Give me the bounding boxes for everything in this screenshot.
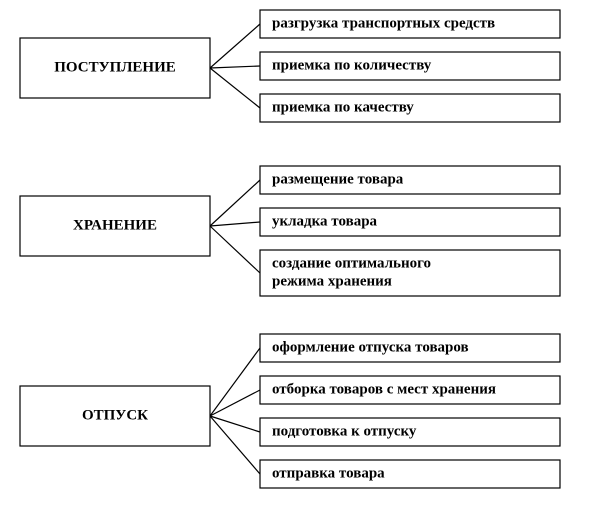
- storage-stack-connector: [210, 222, 260, 226]
- intake-unload-connector: [210, 24, 260, 68]
- warehouse-process-diagram: ПОСТУПЛЕНИЕ разгрузка транспортных средст…: [0, 0, 598, 512]
- release-docs-label: оформление отпуска товаров: [272, 339, 469, 355]
- intake-quality-connector: [210, 68, 260, 108]
- release-pick-label: отборка товаров с мест хранения: [272, 381, 496, 397]
- release-ship-connector: [210, 416, 260, 474]
- storage-stack-label: укладка товара: [272, 213, 378, 229]
- storage-place-label: размещение товара: [272, 171, 404, 187]
- storage-regime-label-line2: режима хранения: [272, 273, 392, 289]
- storage-regime-label-line1: создание оптимального: [272, 255, 431, 271]
- release-pick-connector: [210, 390, 260, 416]
- intake-quality-label: приемка по качеству: [272, 99, 414, 115]
- group-storage-label: ХРАНЕНИЕ: [73, 217, 157, 233]
- storage-place-connector: [210, 180, 260, 226]
- storage-regime-connector: [210, 226, 260, 273]
- intake-qty-label: приемка по количеству: [272, 57, 432, 73]
- intake-qty-connector: [210, 66, 260, 68]
- release-ship-label: отправка товара: [272, 465, 385, 481]
- release-docs-connector: [210, 348, 260, 416]
- intake-unload-label: разгрузка транспортных средств: [272, 15, 495, 31]
- release-prepare-label: подготовка к отпуску: [272, 423, 417, 439]
- group-intake-label: ПОСТУПЛЕНИЕ: [54, 59, 176, 75]
- group-release-label: ОТПУСК: [82, 407, 148, 423]
